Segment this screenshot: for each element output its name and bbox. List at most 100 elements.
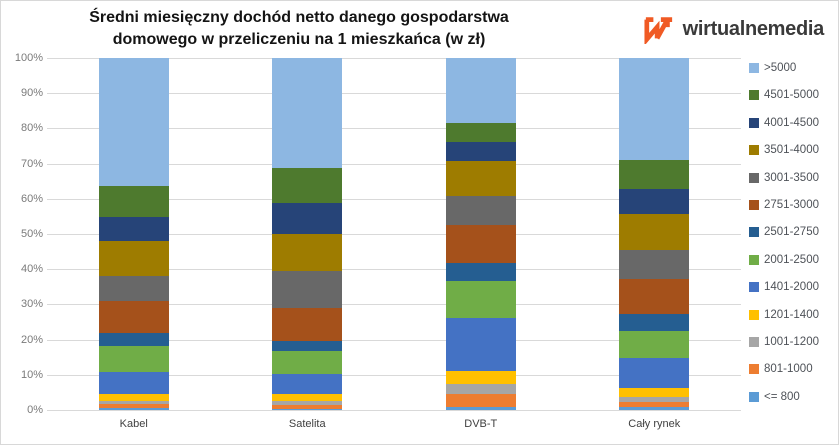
legend-item: <= 800	[749, 391, 837, 403]
gridline	[47, 374, 741, 376]
bar-segment	[445, 384, 516, 395]
bar-segment	[272, 405, 343, 409]
bar-segment	[445, 122, 516, 142]
chart-title-line1: Średni miesięczny dochód netto danego go…	[89, 9, 509, 26]
legend-item: 2001-2500	[749, 254, 837, 266]
bar-segment	[272, 374, 343, 395]
y-axis-label: 10%	[20, 368, 43, 381]
legend-label: 4001-4500	[764, 116, 819, 129]
legend-swatch-icon	[749, 200, 759, 211]
bar-segment	[98, 300, 169, 333]
bar-slot	[47, 58, 221, 410]
bar-segment	[272, 202, 343, 234]
bar-segment	[445, 141, 516, 162]
bar-kabel	[98, 58, 169, 410]
bar-segment	[619, 249, 690, 280]
gridline	[47, 234, 741, 235]
legend-swatch-icon	[749, 172, 759, 183]
gridline	[47, 58, 741, 59]
bar-segment	[445, 317, 516, 371]
bar-segment	[272, 58, 343, 168]
bar-segment	[619, 279, 690, 315]
gridline	[47, 198, 741, 200]
bar-segment	[272, 350, 343, 375]
legend-label: 1201-1400	[764, 308, 819, 321]
legend-item: 2501-2750	[749, 226, 837, 238]
y-axis-label: 20%	[20, 333, 43, 346]
bar-segment	[619, 213, 690, 250]
bar-segment	[272, 341, 343, 351]
legend-swatch-icon	[749, 63, 759, 73]
legend-label: 3501-4000	[764, 144, 819, 157]
y-axis-label: 30%	[20, 298, 43, 311]
legend-label: 4501-5000	[764, 89, 819, 102]
x-axis-label: Kabel	[119, 418, 148, 430]
bar-segment	[98, 275, 169, 301]
y-axis-label: 90%	[20, 87, 43, 100]
bar-slot	[568, 58, 742, 410]
legend-item: 3001-3500	[749, 172, 837, 184]
bar-segment	[445, 281, 516, 318]
bar-segment	[272, 400, 343, 406]
bar-segment	[619, 388, 690, 397]
bar-segment	[272, 307, 343, 342]
chart-title-line2: domowego w przeliczeniu na 1 mieszkańca …	[112, 31, 486, 48]
bar-segment	[98, 345, 169, 373]
legend-item: 1401-2000	[749, 281, 837, 293]
wirtualnemedia-logo-icon	[644, 17, 672, 44]
bar-segment	[98, 407, 169, 410]
bar-segment	[272, 233, 343, 272]
legend-swatch-icon	[749, 309, 759, 320]
legend-label: 1401-2000	[764, 281, 819, 294]
legend-item: 1001-1200	[749, 336, 837, 348]
legend-label: 3001-3500	[764, 171, 819, 184]
plot-area	[47, 58, 742, 411]
legend-item: 3501-4000	[749, 144, 837, 156]
bar-segment	[98, 332, 169, 346]
bar-segment	[445, 370, 516, 385]
bar-segment	[619, 330, 690, 358]
x-axis-label: Cały rynek	[628, 418, 681, 430]
legend-item: 4501-5000	[749, 89, 837, 101]
legend-label: 2751-3000	[764, 199, 819, 212]
y-axis-label: 80%	[20, 122, 43, 135]
legend: >5000 4501-5000 4001-4500 3501-4000 3001-350…	[749, 62, 837, 403]
legend-swatch-icon	[749, 90, 759, 101]
legend-label: >5000	[764, 62, 797, 74]
legend-swatch-icon	[749, 254, 759, 265]
y-axis: 100% 90% 80% 70% 60% 50% 40% 30% 20% 10% 0%	[1, 52, 43, 416]
legend-label: 1001-1200	[764, 336, 819, 349]
y-axis-label: 0%	[27, 404, 43, 416]
legend-label: 2001-2500	[764, 253, 819, 266]
bar-segment	[445, 394, 516, 407]
chart-title: Średni miesięczny dochód netto danego go…	[5, 7, 593, 51]
bar-segment	[619, 406, 690, 410]
bar-slot	[221, 58, 395, 410]
legend-item: >5000	[749, 62, 837, 74]
legend-label: 2501-2750	[764, 226, 819, 239]
bar-cały-rynek	[619, 58, 690, 410]
bar-segment	[98, 404, 169, 408]
bar-segment	[619, 357, 690, 389]
bar-segment	[445, 262, 516, 282]
bar-segment	[619, 314, 690, 331]
bar-segment	[272, 271, 343, 308]
bar-segment	[445, 406, 516, 410]
bar-dvb-t	[445, 58, 516, 410]
x-axis-label: DVB-T	[464, 418, 498, 430]
bar-segment	[98, 401, 169, 405]
legend-swatch-icon	[749, 227, 759, 238]
bar-segment	[98, 186, 169, 217]
gridline	[47, 269, 741, 271]
x-axis-label: Satelita	[288, 418, 326, 430]
bar-segment	[619, 189, 690, 214]
bar-segment	[619, 401, 690, 407]
legend-label: <= 800	[764, 390, 800, 403]
bar-segment	[445, 161, 516, 197]
gridline	[47, 304, 741, 306]
legend-swatch-icon	[749, 282, 759, 293]
gridline	[47, 163, 741, 165]
brand-logo: wirtualnemedia	[642, 14, 824, 44]
bar-slot	[394, 58, 568, 410]
